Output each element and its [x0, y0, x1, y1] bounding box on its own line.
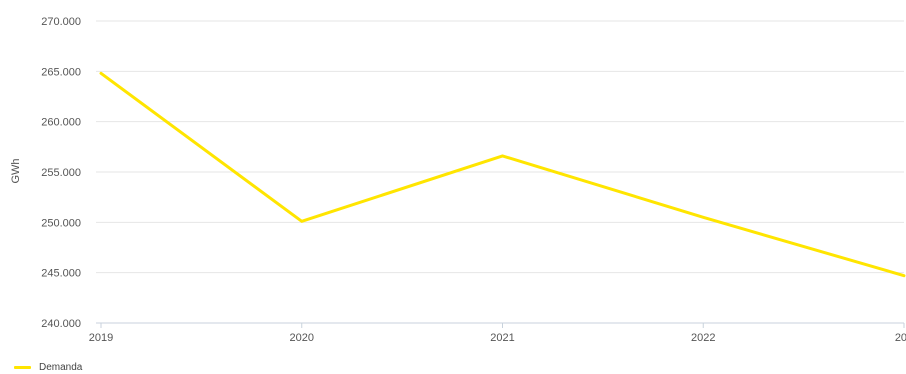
legend-label-demanda: Demanda	[39, 362, 83, 373]
y-tick-label: 265.000	[41, 66, 81, 78]
x-tick-label: 2019	[89, 332, 113, 344]
data-point[interactable]	[699, 213, 707, 221]
legend[interactable]: Demanda	[14, 362, 82, 373]
x-tick-label: 2021	[490, 332, 514, 344]
data-point[interactable]	[97, 69, 105, 77]
x-tick-label: 202	[895, 332, 906, 344]
y-axis-label: GWh	[10, 158, 22, 183]
x-tick-label: 2020	[290, 332, 314, 344]
y-tick-label: 240.000	[41, 318, 81, 330]
series-line-demanda[interactable]	[99, 71, 906, 278]
x-tick-label: 2022	[691, 332, 715, 344]
series-lines	[97, 69, 906, 278]
y-tick-label: 250.000	[41, 217, 81, 229]
y-axis-tick-labels: 240.000 245.000 250.000 255.000 260.000 265.0…	[41, 16, 81, 330]
legend-swatch-demanda	[14, 366, 31, 369]
grid-lines	[96, 20, 904, 274]
y-tick-label: 245.000	[41, 268, 81, 280]
x-axis	[96, 322, 905, 328]
y-tick-label: 260.000	[41, 117, 81, 129]
data-point[interactable]	[298, 217, 306, 225]
x-axis-tick-labels: 2019 2020 2021 2022 202	[89, 332, 906, 344]
data-point[interactable]	[499, 152, 507, 160]
y-tick-label: 255.000	[41, 167, 81, 179]
y-tick-label: 270.000	[41, 16, 81, 28]
